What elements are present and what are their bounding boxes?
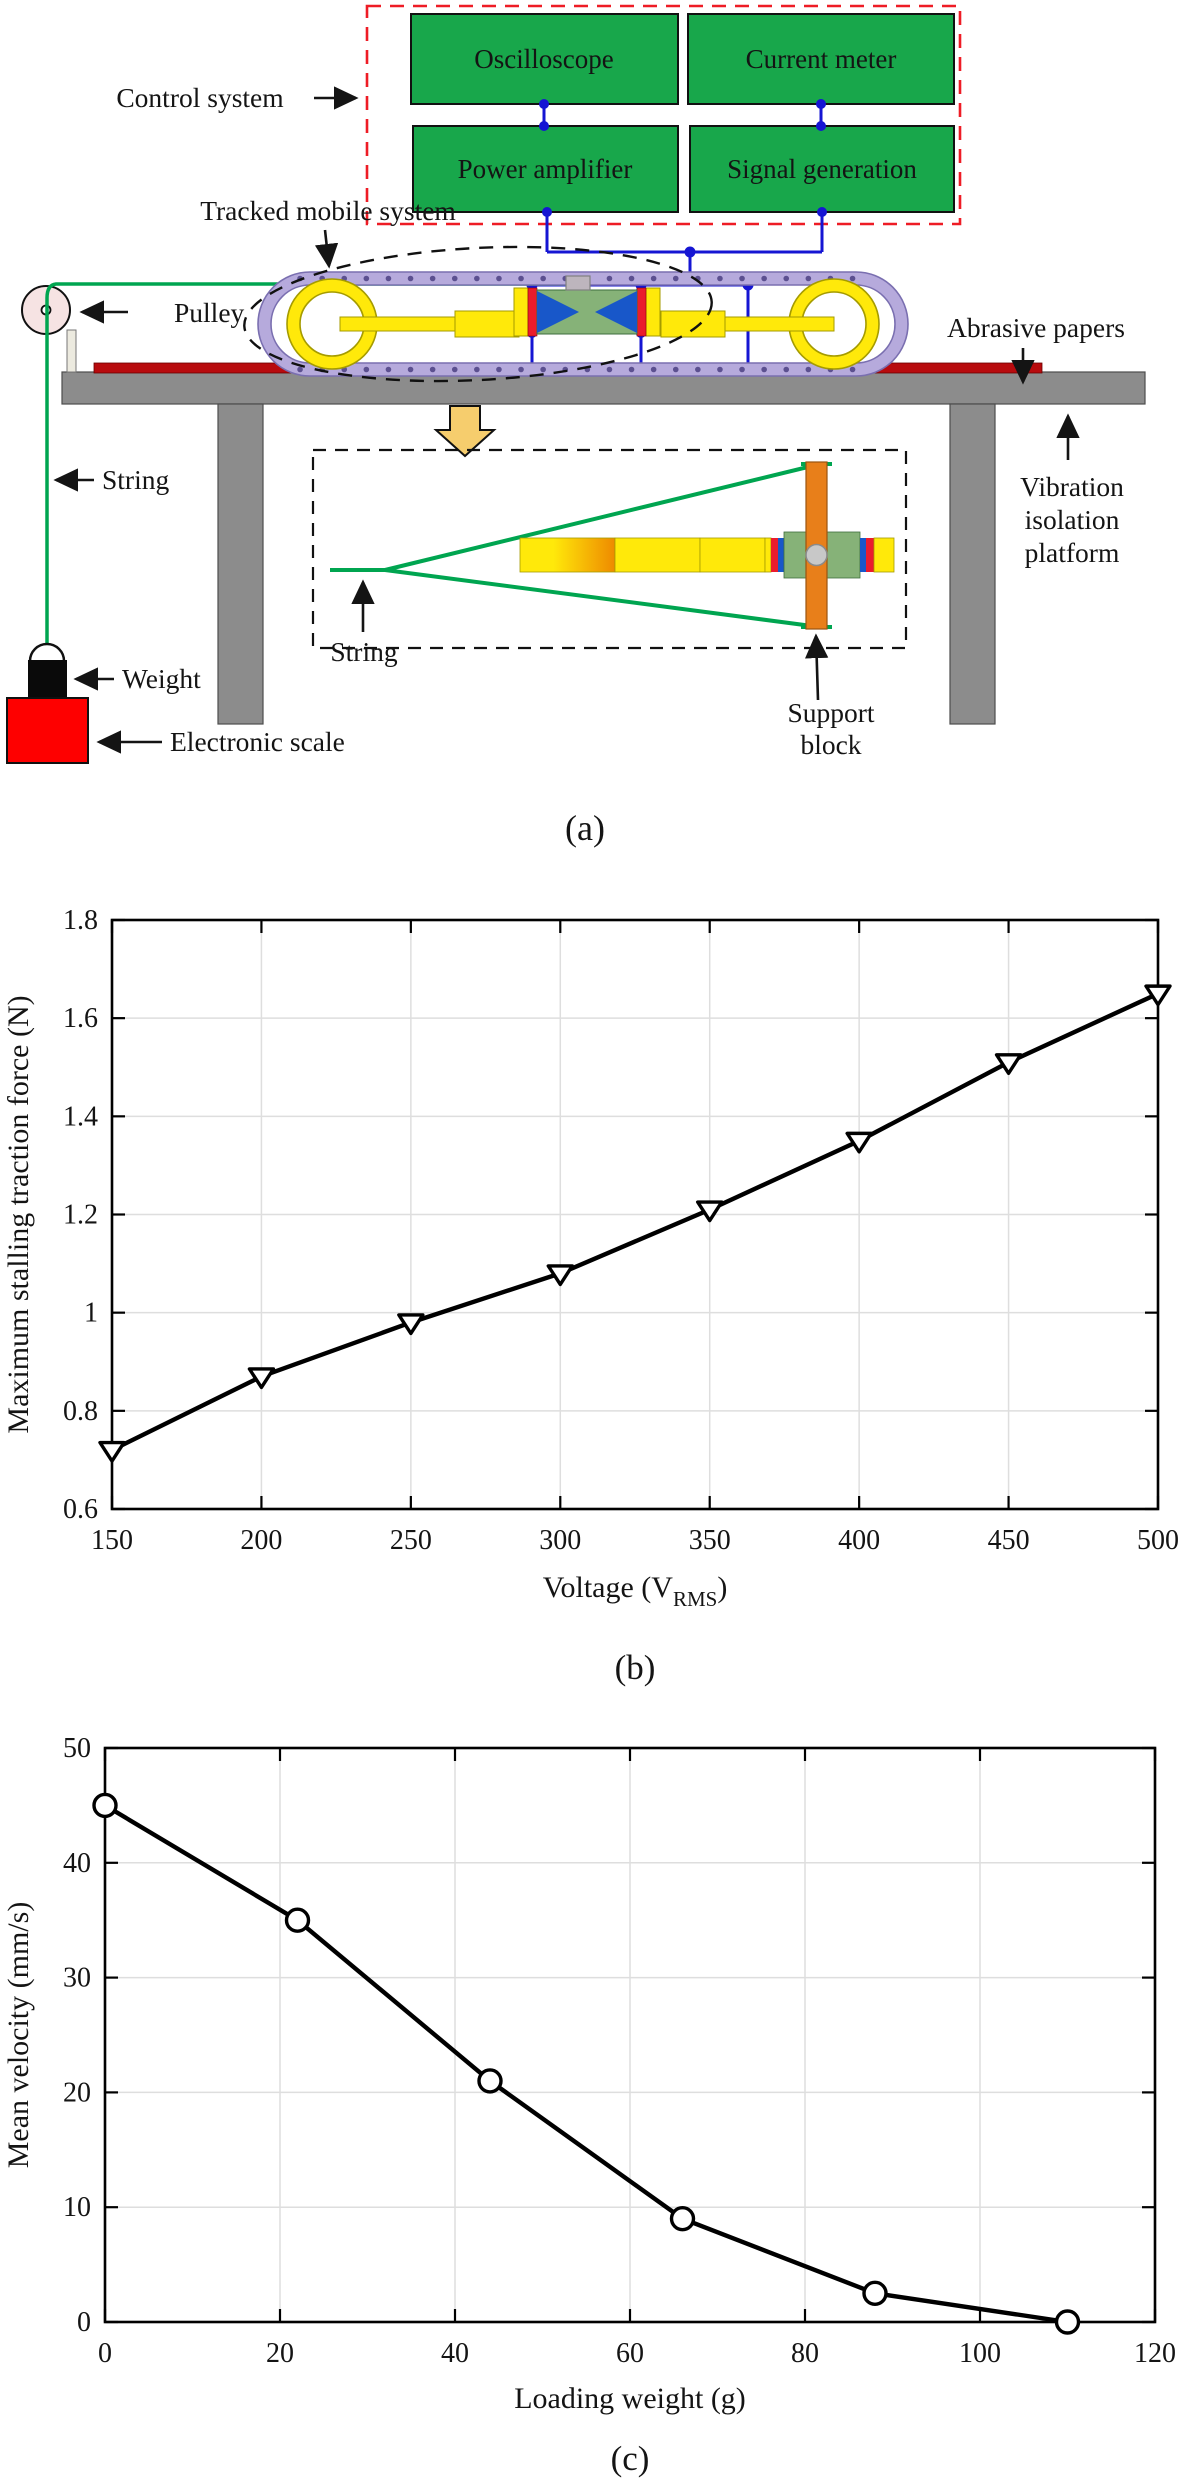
inset-string-label: String — [330, 636, 397, 667]
svg-text:30: 30 — [63, 1963, 91, 1994]
chart-mean-velocity: 0 20 40 60 80 100 120 0 10 20 30 40 50 Loading weight… — [2, 1733, 1176, 2478]
svg-text:20: 20 — [63, 2077, 91, 2108]
vibration-platform-label-3: platform — [1025, 537, 1120, 568]
pulley — [21, 285, 77, 373]
axis-ticks — [110, 918, 1160, 1511]
svg-text:10: 10 — [63, 2192, 91, 2223]
svg-text:500: 500 — [1137, 1525, 1179, 1556]
series-line — [103, 1803, 1068, 2325]
zoom-region-ellipse — [243, 245, 713, 383]
caption-c: (c) — [611, 2439, 650, 2478]
weight — [28, 642, 67, 698]
oscilloscope-label: Oscilloscope — [474, 44, 613, 74]
support-block-label-2: block — [800, 729, 861, 760]
pivot-pin — [805, 543, 828, 567]
svg-text:1: 1 — [84, 1298, 98, 1329]
pulley-label: Pulley — [174, 297, 245, 328]
current-meter-box — [687, 13, 955, 105]
oscilloscope-box — [410, 13, 679, 105]
experimental-setup-diagram: Oscilloscope Current meter Power amplifi… — [6, 4, 1146, 848]
callout-arrows — [53, 86, 1080, 754]
tracked-mobile-system-label: Tracked mobile system — [200, 195, 456, 226]
power-amplifier-label: Power amplifier — [458, 154, 633, 184]
svg-text:350: 350 — [689, 1525, 731, 1556]
control-system-label: Control system — [116, 82, 283, 113]
svg-text:50: 50 — [63, 1733, 91, 1764]
svg-text:450: 450 — [988, 1525, 1030, 1556]
series-line — [111, 991, 1159, 1453]
svg-text:120: 120 — [1134, 2338, 1176, 2369]
string-label: String — [102, 464, 169, 495]
svg-text:80: 80 — [791, 2338, 819, 2369]
vibration-platform-label-1: Vibration — [1020, 471, 1124, 502]
vibration-platform-label-2: isolation — [1025, 504, 1120, 535]
svg-text:60: 60 — [616, 2338, 644, 2369]
svg-text:0: 0 — [98, 2338, 112, 2369]
svg-text:0: 0 — [77, 2307, 91, 2338]
chart-traction-force: 150 200 250 300 350 400 450 500 0.6 0.8 1 1.2 1.4 1.6… — [2, 905, 1179, 1687]
box-connectors — [542, 104, 823, 126]
svg-text:40: 40 — [441, 2338, 469, 2369]
series-markers — [98, 984, 1172, 1463]
piezo-actuator — [513, 275, 661, 337]
x-tick-labels: 0 20 40 60 80 100 120 — [98, 2338, 1176, 2369]
y-axis-label: Maximum stalling traction force (N) — [2, 995, 35, 1433]
platform-left-leg — [217, 403, 264, 725]
svg-text:20: 20 — [266, 2338, 294, 2369]
svg-text:200: 200 — [240, 1525, 282, 1556]
gridlines — [112, 920, 1158, 1509]
caption-b: (b) — [615, 1648, 656, 1687]
svg-text:250: 250 — [390, 1525, 432, 1556]
support-block-label-1: Support — [787, 697, 874, 728]
y-axis-label: Mean velocity (mm/s) — [2, 1902, 35, 2169]
electronic-scale — [6, 697, 89, 764]
svg-text:40: 40 — [63, 1848, 91, 1879]
platform-right-leg — [949, 403, 996, 725]
series-markers — [92, 1792, 1081, 2335]
svg-text:400: 400 — [838, 1525, 880, 1556]
gridlines — [105, 1748, 1155, 2322]
string-line — [45, 282, 568, 645]
x-axis-label: Loading weight (g) — [514, 2382, 746, 2415]
tracked-mobile-system — [243, 245, 909, 383]
svg-text:150: 150 — [91, 1525, 133, 1556]
abrasive-papers-label: Abrasive papers — [947, 312, 1125, 343]
caption-a: (a) — [565, 808, 605, 848]
y-tick-labels: 0 10 20 30 40 50 — [63, 1733, 91, 2338]
electronic-scale-label: Electronic scale — [170, 726, 345, 757]
current-meter-label: Current meter — [746, 44, 897, 74]
svg-text:100: 100 — [959, 2338, 1001, 2369]
inset-detail — [311, 448, 908, 650]
control-system-box: Oscilloscope Current meter Power amplifi… — [365, 4, 962, 226]
inset-rod — [519, 531, 895, 579]
svg-text:0.8: 0.8 — [63, 1396, 98, 1427]
vibration-isolation-platform — [61, 362, 1146, 725]
signal-generation-label: Signal generation — [727, 154, 917, 184]
y-tick-labels: 0.6 0.8 1 1.2 1.4 1.6 1.8 — [63, 905, 98, 1525]
weight-label: Weight — [122, 663, 201, 694]
x-tick-labels: 150 200 250 300 350 400 450 500 — [91, 1525, 1179, 1556]
string-anchor-block — [565, 275, 591, 291]
drive-shaft — [339, 310, 835, 338]
axis-ticks — [103, 1746, 1157, 2324]
svg-text:1.6: 1.6 — [63, 1003, 98, 1034]
svg-text:1.2: 1.2 — [63, 1200, 98, 1231]
x-axis-label: Voltage (VRMS) — [543, 1571, 728, 1611]
svg-text:300: 300 — [539, 1525, 581, 1556]
svg-text:1.8: 1.8 — [63, 905, 98, 936]
svg-text:0.6: 0.6 — [63, 1494, 98, 1525]
svg-text:1.4: 1.4 — [63, 1101, 98, 1132]
zoom-block-arrow — [433, 405, 497, 458]
